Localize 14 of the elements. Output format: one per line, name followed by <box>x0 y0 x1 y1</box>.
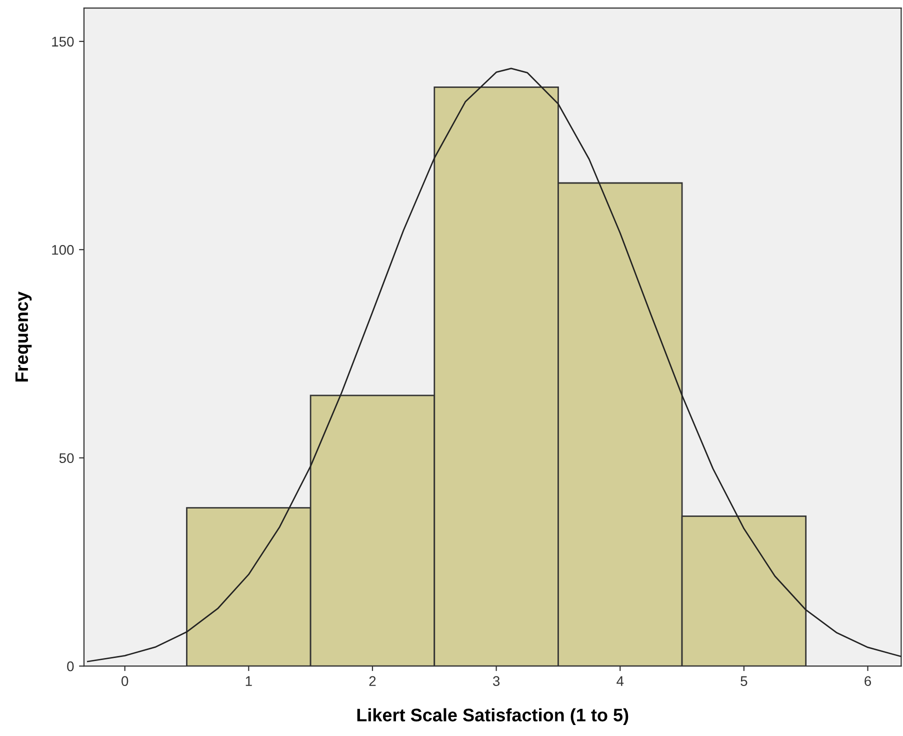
y-tick-label: 100 <box>52 244 74 255</box>
y-axis-title: Frequency <box>15 292 32 382</box>
x-tick-label: 6 <box>864 676 872 686</box>
x-axis-title: Likert Scale Satisfaction (1 to 5) <box>357 708 628 726</box>
x-tick-label: 4 <box>616 676 624 686</box>
x-tick-label: 3 <box>492 676 500 686</box>
x-tick-label: 5 <box>740 676 748 686</box>
y-tick-label: 150 <box>52 36 74 47</box>
line-series <box>87 68 902 662</box>
x-tick-label: 2 <box>369 676 376 686</box>
x-tick-label: 0 <box>122 676 128 686</box>
y-tick-label: 0 <box>67 661 74 672</box>
x-tick-label: 1 <box>246 676 252 686</box>
y-tick-label: 50 <box>59 453 74 464</box>
